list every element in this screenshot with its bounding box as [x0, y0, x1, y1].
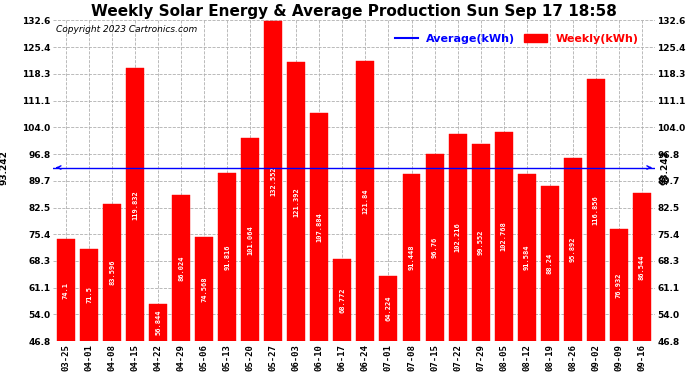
Text: 119.832: 119.832: [132, 190, 138, 219]
Text: 86.544: 86.544: [639, 254, 645, 280]
Bar: [218, 173, 236, 341]
Bar: [333, 259, 351, 341]
Bar: [472, 144, 490, 341]
Bar: [586, 79, 605, 341]
Bar: [195, 237, 213, 341]
Text: 86.024: 86.024: [178, 255, 184, 280]
Text: 96.76: 96.76: [431, 237, 437, 258]
Text: 116.856: 116.856: [593, 195, 599, 225]
Text: 121.84: 121.84: [362, 188, 368, 214]
Bar: [402, 174, 420, 341]
Text: 102.216: 102.216: [455, 223, 461, 252]
Title: Weekly Solar Energy & Average Production Sun Sep 17 18:58: Weekly Solar Energy & Average Production…: [91, 4, 617, 19]
Text: 132.552: 132.552: [270, 166, 276, 196]
Text: 95.892: 95.892: [570, 237, 575, 262]
Text: Copyright 2023 Cartronics.com: Copyright 2023 Cartronics.com: [56, 25, 197, 34]
Text: 83.596: 83.596: [109, 260, 115, 285]
Text: 102.768: 102.768: [501, 222, 506, 251]
Bar: [310, 113, 328, 341]
Bar: [149, 304, 167, 341]
Bar: [380, 276, 397, 341]
Bar: [103, 204, 121, 341]
Bar: [633, 192, 651, 341]
Legend: Average(kWh), Weekly(kWh): Average(kWh), Weekly(kWh): [391, 29, 643, 48]
Text: 91.448: 91.448: [408, 245, 415, 270]
Text: 99.552: 99.552: [477, 230, 484, 255]
Text: 56.844: 56.844: [155, 310, 161, 335]
Text: 68.772: 68.772: [339, 287, 346, 313]
Bar: [495, 132, 513, 341]
Bar: [448, 134, 466, 341]
Text: 107.884: 107.884: [316, 212, 322, 242]
Text: 93.242: 93.242: [660, 150, 669, 185]
Text: 71.5: 71.5: [86, 286, 92, 303]
Text: 74.1: 74.1: [63, 282, 69, 298]
Text: 121.392: 121.392: [293, 187, 299, 217]
Bar: [57, 239, 75, 341]
Bar: [610, 228, 628, 341]
Text: 91.584: 91.584: [524, 245, 530, 270]
Bar: [287, 62, 305, 341]
Bar: [357, 61, 375, 341]
Bar: [564, 158, 582, 341]
Bar: [80, 249, 98, 341]
Text: 64.224: 64.224: [386, 296, 391, 321]
Text: 88.24: 88.24: [546, 253, 553, 274]
Bar: [518, 174, 535, 341]
Text: 101.064: 101.064: [247, 225, 253, 255]
Bar: [241, 138, 259, 341]
Bar: [541, 186, 559, 341]
Bar: [426, 154, 444, 341]
Text: 93.242: 93.242: [0, 150, 8, 185]
Bar: [126, 68, 144, 341]
Text: 74.568: 74.568: [201, 276, 207, 302]
Bar: [172, 195, 190, 341]
Text: 91.816: 91.816: [224, 244, 230, 270]
Text: 76.932: 76.932: [616, 272, 622, 298]
Bar: [264, 21, 282, 341]
